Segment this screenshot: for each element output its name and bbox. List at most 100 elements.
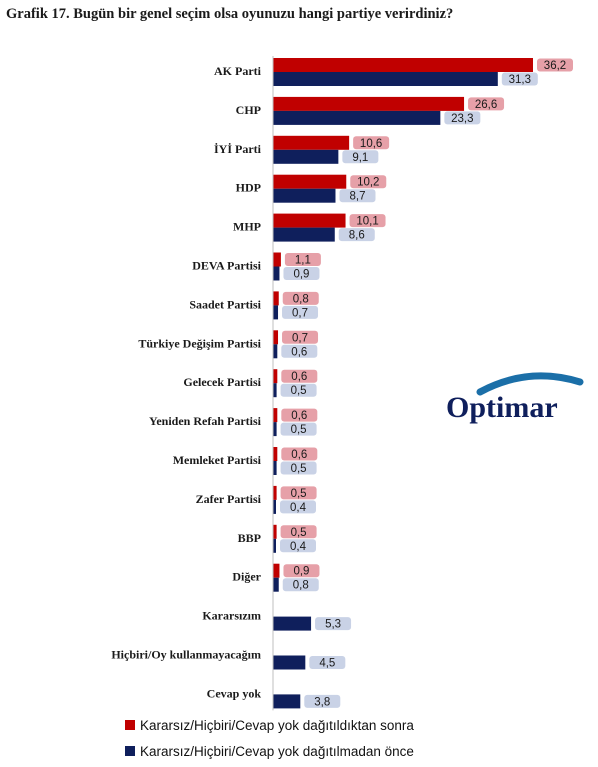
bar-after-memleket-partisi — [273, 447, 278, 461]
category-label-turkiye-degisim-partisi: Türkiye Değişim Partisi — [138, 336, 261, 350]
logo-arc-icon — [476, 372, 584, 396]
data-label-after-diger: 0,9 — [293, 566, 309, 578]
data-label-bg-after-gelecek-partisi — [281, 369, 318, 383]
bar-before-i-yi-parti — [273, 149, 339, 164]
category-label-ak-parti: AK Parti — [214, 64, 262, 78]
data-label-bg-after-turkiye-degisim-partisi — [282, 330, 319, 344]
data-label-before-kararsizim: 5,3 — [325, 619, 341, 631]
category-label-diger: Diğer — [232, 570, 261, 584]
data-label-before-ak-parti: 31,3 — [509, 74, 531, 86]
bar-after-deva-partisi — [273, 252, 281, 267]
bar-before-cevap-yok — [273, 694, 301, 709]
category-label-saadet-partisi: Saadet Partisi — [189, 297, 261, 311]
bar-before-deva-partisi — [273, 266, 280, 281]
bar-after-gelecek-partisi — [273, 369, 278, 384]
data-label-before-bbp: 0,4 — [290, 541, 307, 553]
data-label-bg-before-cevap-yok — [304, 694, 341, 708]
category-label-i-yi-parti: İYİ Parti — [214, 142, 262, 156]
data-label-bg-before-hicbiri-oy-kullanmayacagim — [309, 656, 346, 669]
data-label-after-ak-parti: 36,2 — [544, 60, 566, 72]
data-label-bg-before-bbp — [280, 539, 316, 553]
data-label-bg-before-gelecek-partisi — [280, 383, 317, 397]
bar-before-diger — [273, 577, 279, 592]
data-label-after-i-yi-parti: 10,6 — [360, 138, 382, 150]
data-label-bg-before-diger — [282, 578, 319, 592]
data-label-after-hdp: 10,2 — [357, 177, 379, 189]
bar-after-hdp — [273, 174, 347, 189]
category-label-chp: CHP — [236, 103, 261, 117]
logo-text: Optimar — [446, 391, 558, 424]
data-label-before-mhp: 8,6 — [349, 230, 365, 242]
bar-after-zafer-partisi — [273, 485, 277, 500]
category-label-yeniden-refah-partisi: Yeniden Refah Partisi — [149, 414, 262, 428]
data-label-before-diger: 0,8 — [293, 580, 309, 592]
data-label-before-saadet-partisi: 0,7 — [292, 307, 308, 319]
legend: Kararsız/Hiçbiri/Cevap yok dağıtıldıktan… — [125, 718, 414, 759]
data-label-after-deva-partisi: 1,1 — [295, 255, 311, 267]
plot-area: AK Parti 36,2 31,3 CHP 26,623,3 İYİ Parti 10,6… — [111, 56, 573, 711]
data-label-before-deva-partisi: 0,9 — [293, 269, 309, 281]
bar-after-bbp — [273, 524, 277, 539]
data-label-before-chp: 23,3 — [451, 113, 473, 125]
legend-swatch-after — [125, 720, 135, 730]
data-label-bg-after-ak-parti — [537, 58, 573, 72]
data-label-bg-after-saadet-partisi — [282, 291, 319, 305]
data-label-before-hdp: 8,7 — [349, 191, 365, 203]
bar-after-yeniden-refah-partisi — [273, 408, 278, 423]
bar-after-mhp — [273, 213, 346, 228]
data-label-bg-after-yeniden-refah-partisi — [281, 408, 318, 422]
bar-after-i-yi-parti — [273, 135, 350, 150]
bar-before-gelecek-partisi — [273, 383, 277, 398]
chart-title: Grafik 17. Bugün bir genel seçim olsa oy… — [6, 6, 453, 22]
data-label-after-memleket-partisi: 0,6 — [291, 449, 307, 461]
data-label-after-yeniden-refah-partisi: 0,6 — [291, 410, 307, 422]
bar-after-diger — [273, 563, 280, 578]
data-label-bg-before-chp — [444, 111, 481, 125]
data-label-after-mhp: 10,1 — [356, 216, 378, 228]
bar-before-kararsizim — [273, 616, 312, 631]
category-label-gelecek-partisi: Gelecek Partisi — [183, 375, 261, 389]
bar-before-hicbiri-oy-kullanmayacagim — [273, 655, 306, 670]
category-label-mhp: MHP — [233, 220, 261, 234]
data-label-bg-before-memleket-partisi — [280, 461, 317, 475]
data-label-bg-after-mhp — [349, 214, 386, 228]
data-label-before-gelecek-partisi: 0,5 — [291, 385, 307, 397]
data-label-bg-after-diger — [283, 564, 320, 578]
data-label-before-hicbiri-oy-kullanmayacagim: 4,5 — [319, 658, 335, 670]
data-label-bg-before-ak-parti — [501, 72, 538, 86]
legend-label-before: Kararsız/Hiçbiri/Cevap yok dağıtılmadan … — [140, 744, 414, 759]
data-label-after-gelecek-partisi: 0,6 — [291, 371, 307, 383]
data-label-before-i-yi-parti: 9,1 — [352, 152, 368, 164]
legend-swatch-before — [125, 746, 135, 756]
bar-before-yeniden-refah-partisi — [273, 422, 277, 437]
data-label-before-turkiye-degisim-partisi: 0,6 — [291, 346, 307, 358]
bar-after-turkiye-degisim-partisi — [273, 330, 279, 345]
legend-label-after: Kararsız/Hiçbiri/Cevap yok dağıtıldıktan… — [140, 718, 414, 733]
bar-before-memleket-partisi — [273, 461, 277, 475]
data-label-bg-after-i-yi-parti — [353, 136, 390, 150]
bar-after-ak-parti — [273, 58, 533, 72]
data-label-bg-before-yeniden-refah-partisi — [280, 422, 317, 436]
data-label-bg-before-zafer-partisi — [280, 500, 316, 514]
data-label-before-zafer-partisi: 0,4 — [290, 502, 307, 514]
data-label-bg-after-zafer-partisi — [280, 486, 317, 500]
data-label-bg-before-saadet-partisi — [282, 305, 319, 319]
category-label-cevap-yok: Cevap yok — [207, 686, 262, 700]
data-label-before-cevap-yok: 3,8 — [314, 696, 330, 708]
data-label-bg-before-turkiye-degisim-partisi — [281, 344, 318, 358]
data-label-before-yeniden-refah-partisi: 0,5 — [291, 424, 307, 436]
category-label-bbp: BBP — [238, 531, 261, 545]
data-label-bg-before-kararsizim — [315, 617, 352, 631]
data-label-bg-before-mhp — [338, 228, 375, 242]
data-label-bg-before-deva-partisi — [283, 267, 320, 280]
data-label-after-bbp: 0,5 — [291, 527, 307, 539]
data-label-after-turkiye-degisim-partisi: 0,7 — [292, 332, 308, 344]
category-label-zafer-partisi: Zafer Partisi — [196, 492, 262, 506]
data-label-bg-before-hdp — [339, 189, 376, 203]
bar-before-bbp — [273, 538, 276, 553]
data-label-bg-after-deva-partisi — [284, 253, 321, 266]
category-label-hicbiri-oy-kullanmayacagim: Hiçbiri/Oy kullanmayacağım — [111, 648, 261, 662]
data-label-after-zafer-partisi: 0,5 — [291, 488, 307, 500]
bar-before-zafer-partisi — [273, 499, 276, 514]
